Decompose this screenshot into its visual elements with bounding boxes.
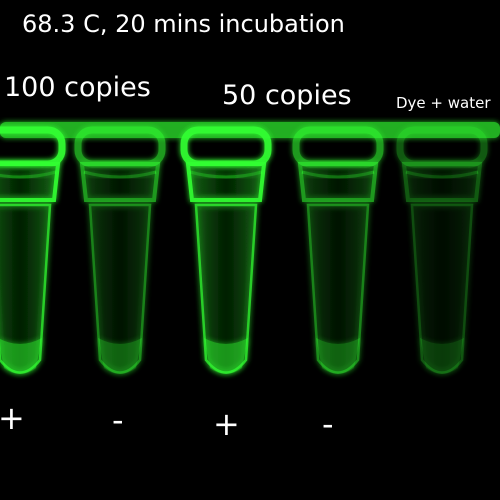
tube-sign-2: - [112,401,124,439]
tube-sign-3: + [213,405,240,443]
pcr-tube [396,126,488,374]
tube-sign-4: - [322,405,334,443]
experiment-title: 68.3 C, 20 mins incubation [22,10,345,38]
pcr-tube [180,126,272,374]
pcr-tube [74,126,166,374]
pcr-tube [292,126,384,374]
tube-sign-1: + [0,399,25,437]
pcr-tube [0,126,66,374]
group-label-100-copies: 100 copies [4,72,151,103]
group-label-dye-water: Dye + water [396,94,491,112]
group-label-50-copies: 50 copies [222,80,352,111]
